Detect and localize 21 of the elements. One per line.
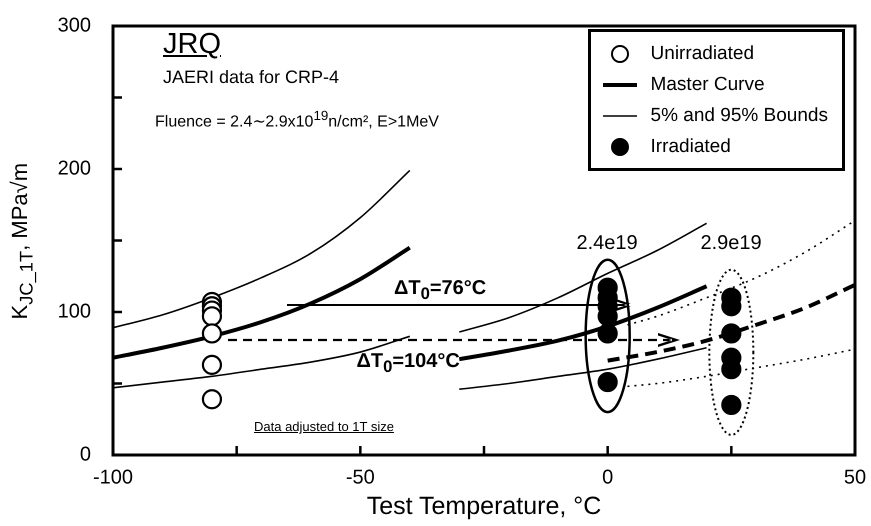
x-tick-label: 0: [602, 466, 614, 489]
legend-label: Master Curve: [650, 74, 765, 96]
x-axis-title: Test Temperature, °C: [366, 492, 602, 520]
y-tick-label: 0: [80, 444, 91, 466]
annotation: 2.4e19: [576, 232, 638, 254]
x-tick-label: 50: [844, 466, 866, 489]
x-tick-label: -100: [92, 466, 134, 489]
y-tick-label: 300: [58, 14, 91, 37]
x-tick-label: -50: [346, 466, 375, 489]
annotation: Fluence = 2.4∼2.9x10$^{19}$n/cm², E>1MeV: [155, 108, 439, 130]
legend-label: Irradiated: [650, 136, 731, 158]
annotation: JAERI data for CRP-4: [163, 67, 340, 87]
annotation: JRQ: [163, 28, 221, 60]
annotation: ΔT$_{0}$=104°C: [356, 350, 460, 376]
y-tick-label: 200: [58, 158, 91, 180]
legend-label: 5% and 95% Bounds: [650, 104, 828, 126]
y-tick-label: 100: [58, 300, 91, 323]
annotation: 2.9e19: [700, 232, 762, 254]
annotation: Data adjusted to 1T size: [254, 419, 394, 434]
legend-label: Unirradiated: [650, 42, 754, 64]
annotation: ΔT$_{0}$=76°C: [394, 276, 486, 302]
